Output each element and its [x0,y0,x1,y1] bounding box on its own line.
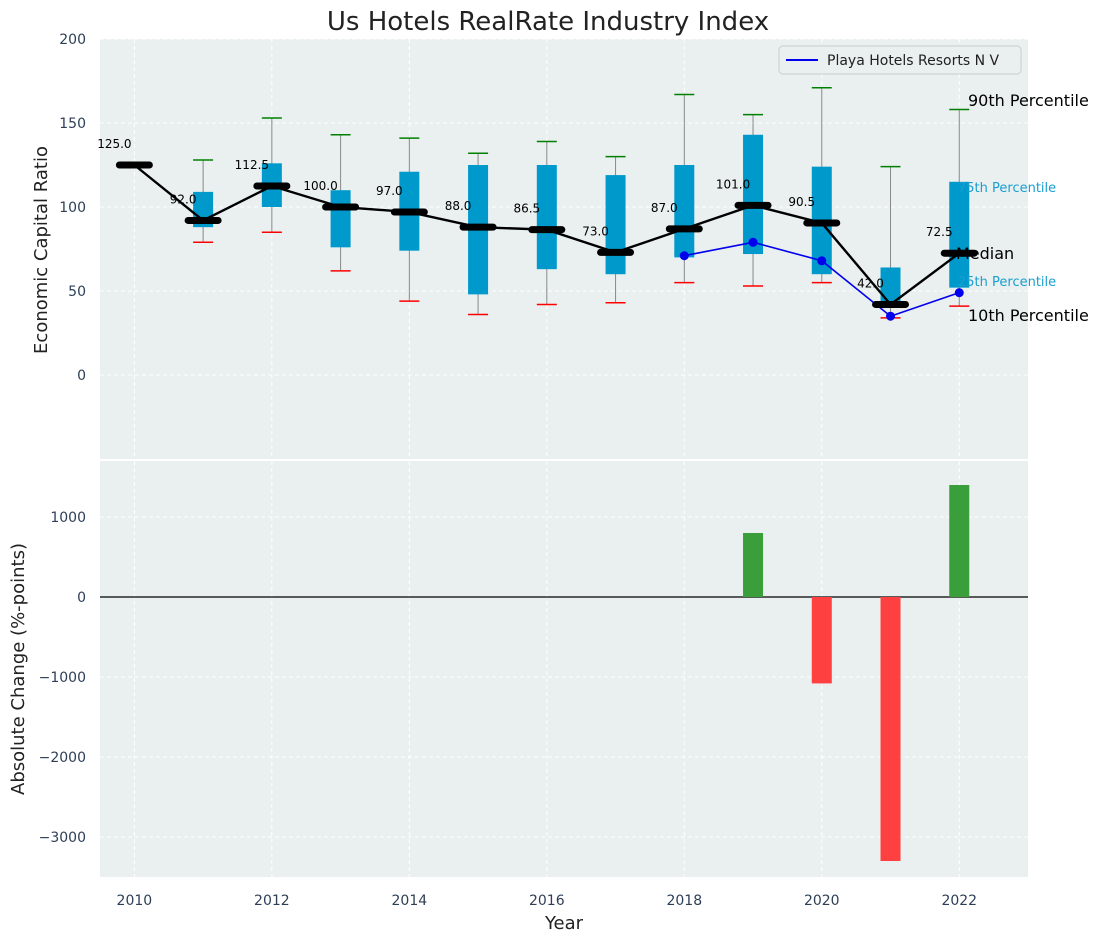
legend: Playa Hotels Resorts N V [778,45,1022,75]
bottom-y-tick-label: −1000 [39,670,86,686]
median-value-label: 86.5 [513,202,540,216]
annotation-median: Median [956,244,1014,263]
bottom-y-tick-label: −3000 [39,830,86,846]
x-tick-label: 2014 [392,893,428,909]
legend-box [778,45,1022,75]
top-y-tick-label: 0 [77,368,86,384]
top-panel-background [100,39,1028,459]
company-series-point [817,256,827,266]
top-y-tick-label: 150 [59,116,86,132]
legend-label: Playa Hotels Resorts N V [827,53,1000,69]
x-tick-label: 2020 [804,893,840,909]
median-value-label: 125.0 [97,137,131,151]
median-value-label: 101.0 [716,177,750,191]
change-bar [880,597,901,861]
change-bar [811,597,832,684]
company-series-point [748,237,758,247]
iqr-box [743,134,764,255]
change-bar [949,485,970,597]
median-value-label: 97.0 [376,184,403,198]
top-y-tick-label: 200 [59,32,86,48]
x-axis-title: Year [544,913,584,934]
median-value-label: 112.5 [235,158,269,172]
change-bar [743,533,764,597]
company-series-point [886,311,896,321]
bottom-y-tick-label: 1000 [50,510,86,526]
top-y-axis-title: Economic Capital Ratio [31,146,52,354]
iqr-box [880,267,901,305]
median-value-label: 73.0 [582,224,609,238]
iqr-box [674,165,695,258]
bottom-panel-background [100,461,1028,877]
company-series-point [954,288,964,298]
chart-title: Us Hotels RealRate Industry Index [327,7,769,37]
bottom-y-tick-label: 0 [77,590,86,606]
top-y-tick-label: 100 [59,200,86,216]
x-tick-label: 2012 [254,893,290,909]
bottom-y-axis-title: Absolute Change (%-points) [8,543,29,795]
median-value-label: 88.0 [445,199,472,213]
median-value-label: 42.0 [857,276,884,290]
bottom-y-tick-label: −2000 [39,750,86,766]
x-tick-label: 2010 [117,893,153,909]
x-tick-label: 2022 [941,893,977,909]
x-tick-label: 2016 [529,893,565,909]
annotation-p75: 75th Percentile [958,181,1056,196]
median-value-label: 100.0 [303,179,337,193]
median-value-label: 92.0 [170,192,197,206]
company-series-point [679,251,689,261]
x-tick-label: 2018 [666,893,702,909]
top-y-tick-label: 50 [68,284,86,300]
median-value-label: 87.0 [651,201,678,215]
median-value-label: 72.5 [926,225,953,239]
iqr-box [330,190,351,248]
iqr-box [949,181,970,288]
axes-layer: 2010 2012 2014 2016 2018 2020 2022 0 50 100 150 200… [39,32,977,909]
median-value-label: 90.5 [788,195,815,209]
annotation-p90: 90th Percentile [968,91,1089,110]
annotation-p25: 25th Percentile [958,275,1056,290]
top-panel-marks: 125.0 92.0 112.5 100.0 97.0 88.0 86.5 73.0 87.0 1… [97,86,978,321]
annotation-p10: 10th Percentile [968,306,1089,325]
bottom-panel-marks [100,485,1028,861]
iqr-box [536,165,557,270]
